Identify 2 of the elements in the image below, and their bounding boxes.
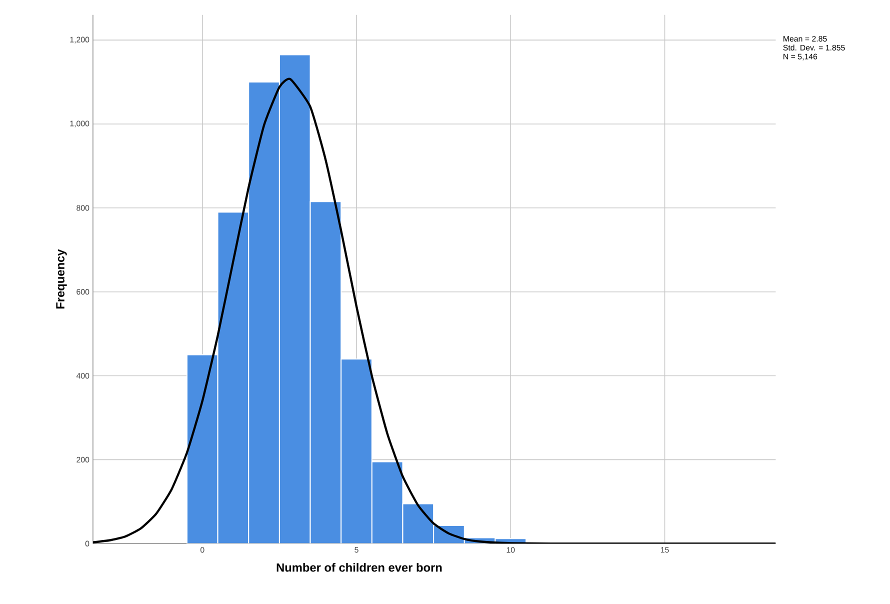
x-axis-title: Number of children ever born [276, 562, 442, 572]
y-axis-title: Frequency [56, 249, 67, 308]
